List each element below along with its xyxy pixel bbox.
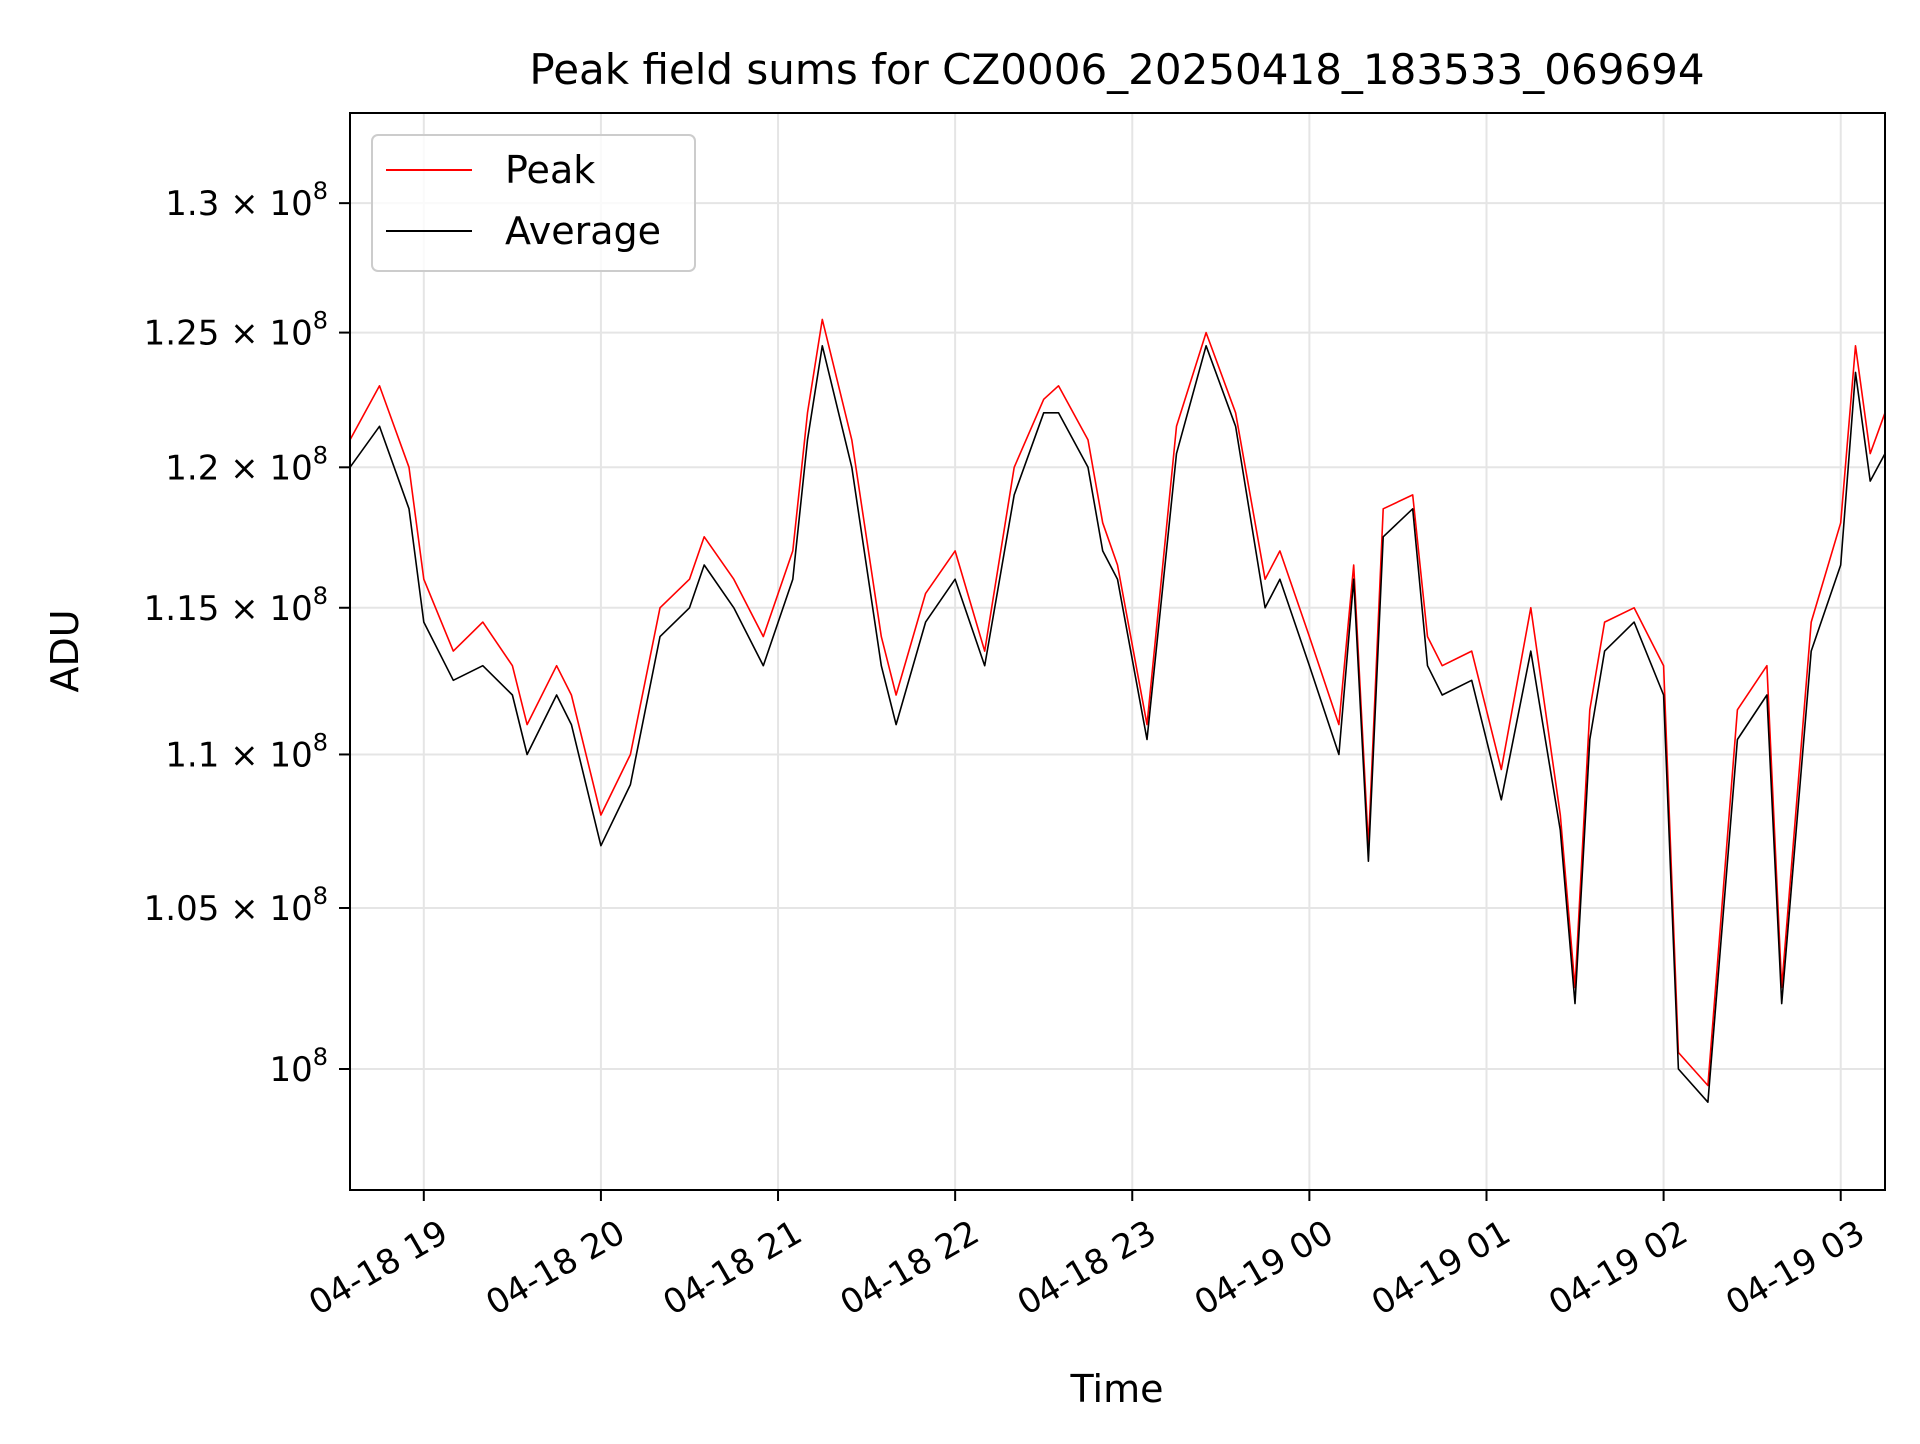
y-tick-label: 1.15 × 108: [144, 582, 328, 629]
series-layer: [349, 318, 1886, 1103]
x-tick-label: 04-18 21: [657, 1213, 809, 1324]
x-tick-label: 04-19 01: [1365, 1213, 1517, 1324]
chart-title: Peak field sums for CZ0006_20250418_1835…: [529, 45, 1704, 94]
legend-average-label: Average: [505, 209, 661, 253]
y-tick-mantissa: 1.3 × 10: [165, 184, 312, 224]
y-tick-exponent: 8: [313, 307, 328, 335]
y-tick-label: 108: [269, 1043, 328, 1090]
y-tick-label: 1.2 × 108: [165, 441, 328, 488]
series-line-peak: [349, 318, 1886, 1087]
y-tick-label: 1.05 × 108: [144, 882, 328, 929]
plot-frame: [349, 112, 1886, 1191]
x-tick-label: 04-19 00: [1188, 1213, 1340, 1324]
y-tick-exponent: 8: [313, 882, 328, 910]
x-tick-label: 04-19 03: [1719, 1213, 1871, 1324]
x-tick-label: 04-19 02: [1542, 1213, 1694, 1324]
y-tick-exponent: 8: [313, 177, 328, 205]
x-axis-label: Time: [1070, 1367, 1164, 1411]
y-tick-mantissa: 1.1 × 10: [165, 735, 312, 775]
grid-layer: [350, 113, 1885, 1190]
y-tick-label: 1.3 × 108: [165, 177, 328, 224]
y-tick-exponent: 8: [313, 1043, 328, 1071]
y-tick-exponent: 8: [313, 728, 328, 756]
legend-peak-label: Peak: [505, 148, 595, 192]
x-tick-label: 04-18 23: [1011, 1213, 1163, 1324]
y-tick-exponent: 8: [313, 582, 328, 610]
y-tick-label: 1.25 × 108: [144, 307, 328, 354]
y-axis-label: ADU: [43, 609, 87, 692]
y-tick-label: 1.1 × 108: [165, 728, 328, 775]
legend: Peak Average: [371, 134, 696, 272]
y-tick-mantissa: 1.05 × 10: [144, 889, 313, 929]
x-tick-label: 04-18 22: [834, 1213, 986, 1324]
y-tick-exponent: 8: [313, 441, 328, 469]
series-line-average: [349, 344, 1886, 1103]
y-tick-mantissa: 1.15 × 10: [144, 589, 313, 629]
x-tick-label: 04-18 19: [302, 1213, 454, 1324]
axis-layer: 04-18 19 04-18 20 04-18 21 04-18 22 04-18 23…: [144, 177, 1872, 1324]
y-tick-mantissa: 1.2 × 10: [165, 448, 312, 488]
x-tick-label: 04-18 20: [479, 1213, 631, 1324]
y-tick-mantissa: 1.25 × 10: [144, 314, 313, 354]
y-tick-mantissa: 10: [269, 1050, 312, 1090]
